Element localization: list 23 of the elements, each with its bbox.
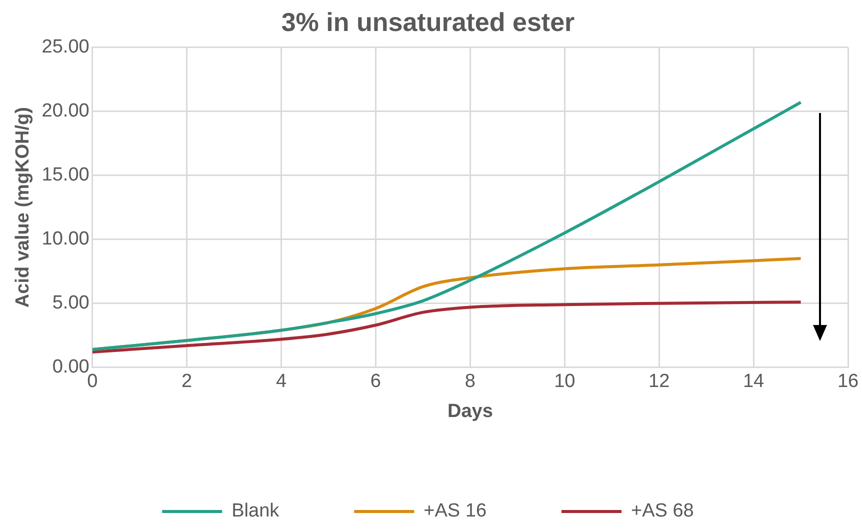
- x-tick-label: 6: [370, 371, 382, 392]
- x-tick-label: 16: [837, 371, 859, 392]
- y-tick-label: 0.00: [52, 356, 90, 378]
- x-tick-label: 2: [182, 371, 192, 392]
- y-tick-label: 5.00: [52, 292, 90, 314]
- y-tick-label: 10.00: [42, 228, 90, 250]
- x-tick-label: 0: [87, 371, 98, 392]
- y-tick-label: 15.00: [42, 164, 90, 186]
- chart-title: 3% in unsaturated ester: [281, 6, 575, 37]
- line-series: [92, 300, 802, 354]
- x-tick-label: 12: [648, 371, 670, 392]
- x-axis-title: Days: [447, 400, 493, 422]
- legend-label: Blank: [232, 500, 280, 522]
- x-tick-label: 14: [742, 371, 765, 392]
- legend-label: +AS 16: [424, 500, 487, 522]
- x-tick-label: 4: [276, 371, 287, 392]
- line-series: [92, 100, 802, 351]
- y-tick-label: 25.00: [42, 36, 90, 58]
- x-tick-label: 10: [554, 371, 576, 392]
- x-tick-label: 8: [464, 371, 476, 392]
- y-axis-title: Acid value (mgKOH/g): [12, 107, 34, 308]
- y-tick-label: 20.00: [42, 100, 90, 122]
- legend-label: +AS 68: [631, 500, 694, 522]
